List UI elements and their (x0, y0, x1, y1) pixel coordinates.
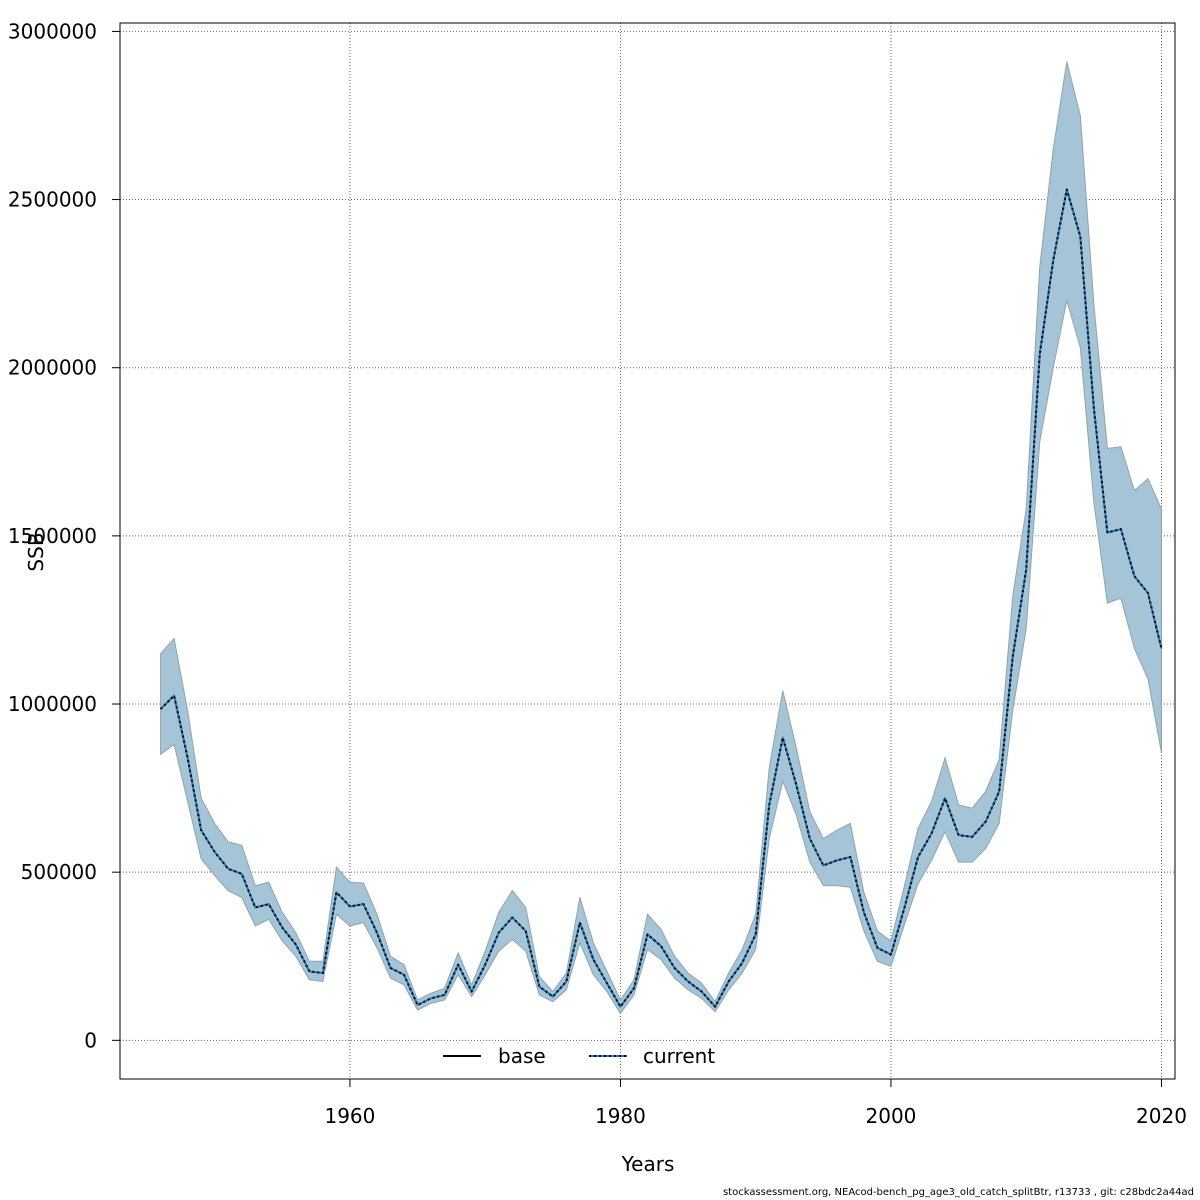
y-tick-label-1500000: 1500000 (8, 524, 97, 548)
y-axis-title: SSB (24, 532, 48, 571)
x-tick-label-2000: 2000 (866, 1104, 917, 1128)
y-tick-label-2000000: 2000000 (8, 356, 97, 380)
y-tick-label-0: 0 (84, 1028, 97, 1052)
confidence-band-layer (160, 61, 1162, 1015)
axis-ticks-layer: 1960 1980 2000 2020 0 500000 1000000 1500000 200… (8, 19, 1187, 1128)
y-tick-label-2500000: 2500000 (8, 188, 97, 212)
legend-base-label: base (498, 1044, 546, 1068)
series-base-line (159, 188, 1163, 1008)
y-tick-label-3000000: 3000000 (8, 19, 97, 43)
series-current-line (159, 188, 1163, 1008)
confidence-band (160, 61, 1162, 1015)
x-tick-label-1960: 1960 (324, 1104, 375, 1128)
footer-credit: stockassessment.org, NEAcod-bench_pg_age… (722, 1187, 1194, 1198)
y-tick-label-500000: 500000 (21, 860, 97, 884)
series-lines-layer (159, 188, 1163, 1008)
legend: base current (443, 1044, 715, 1068)
x-tick-label-1980: 1980 (595, 1104, 646, 1128)
plot-frame (119, 22, 1176, 1080)
x-tick-label-2020: 2020 (1136, 1104, 1187, 1128)
y-tick-label-1000000: 1000000 (8, 692, 97, 716)
legend-current-label: current (643, 1044, 715, 1068)
x-axis-title: Years (621, 1152, 675, 1176)
